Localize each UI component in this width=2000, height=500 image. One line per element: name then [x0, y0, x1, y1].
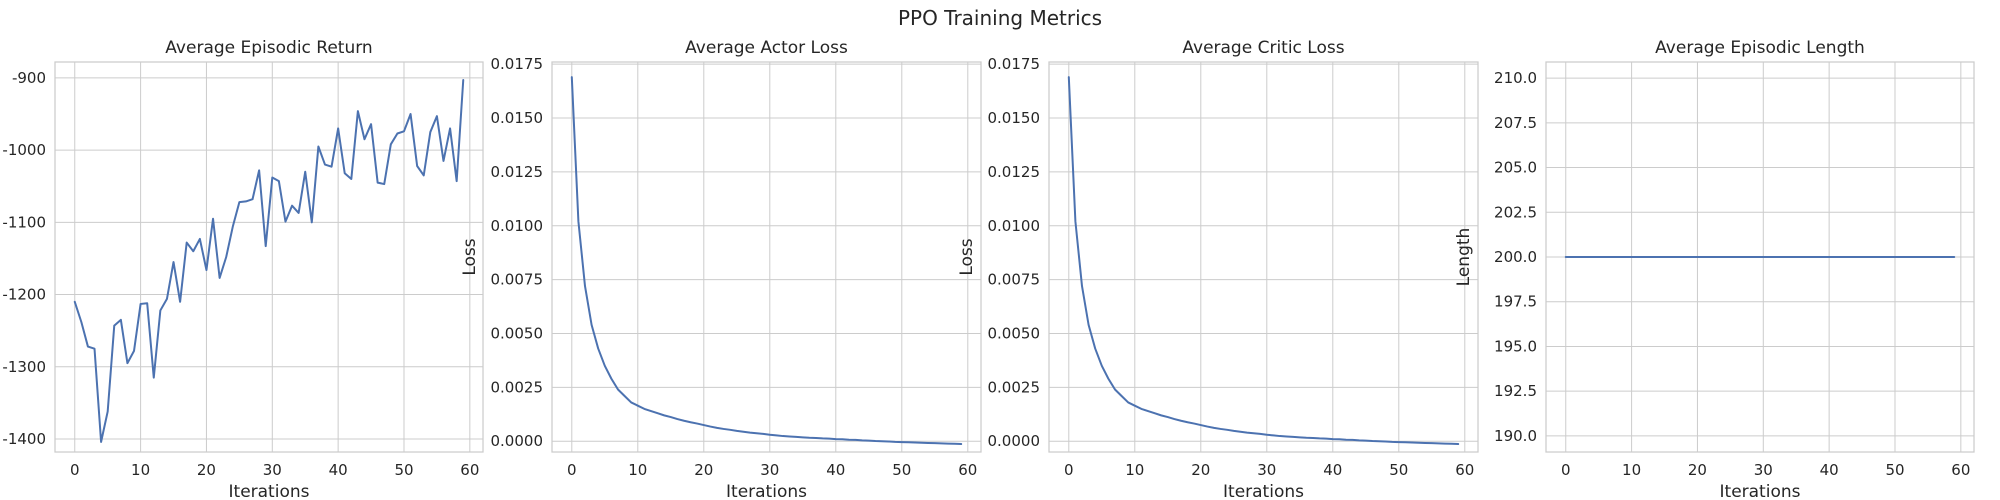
y-tick-label: 0.0125: [988, 163, 1041, 181]
y-tick-label: 0.0025: [988, 378, 1041, 396]
y-tick-label: 195.0: [1494, 337, 1537, 355]
y-tick-label: 0.0075: [491, 271, 544, 289]
series-line-return: [73, 79, 465, 443]
chart-title: Average Episodic Length: [1655, 38, 1865, 58]
x-tick-label: 10: [628, 461, 647, 479]
figure-title: PPO Training Metrics: [898, 6, 1102, 30]
axes-frame: [1545, 61, 1975, 453]
y-tick-label: 197.5: [1494, 293, 1537, 311]
x-tick-label: 10: [131, 461, 150, 479]
x-tick-label: 60: [1455, 461, 1474, 479]
y-tick-label: -1000: [2, 141, 46, 159]
y-axis-label: Loss: [460, 238, 480, 275]
x-tick-label: 30: [1257, 461, 1276, 479]
x-tick-label: 0: [1064, 461, 1074, 479]
x-tick-label: 50: [892, 461, 911, 479]
x-tick-label: 0: [70, 461, 80, 479]
y-tick-label: -1100: [2, 213, 46, 231]
x-tick-label: 20: [197, 461, 216, 479]
y-tick-label: 0.0150: [988, 109, 1041, 127]
y-tick-label: 205.0: [1494, 159, 1537, 177]
y-tick-label: 190.0: [1494, 427, 1537, 445]
y-tick-label: 0.0150: [491, 109, 544, 127]
x-axis-label: Iterations: [229, 482, 310, 500]
chart-return: 0 10 20 30 40 50 60 -1400 -1300 -1200 -1100 -1000 -9…: [2, 38, 484, 500]
x-tick-label: 50: [1389, 461, 1408, 479]
x-tick-label: 10: [1622, 461, 1641, 479]
x-tick-label: 40: [1820, 461, 1839, 479]
x-tick-label: 0: [1561, 461, 1571, 479]
chart-panels: 0 10 20 30 40 50 60 -1400 -1300 -1200 -1100 -1000 -9…: [2, 38, 1975, 500]
x-tick-label: 30: [760, 461, 779, 479]
series-line-actor-loss: [570, 76, 963, 446]
y-tick-label: 0.0175: [491, 55, 544, 73]
y-tick-label: 0.0075: [988, 271, 1041, 289]
y-tick-label: 0.0175: [988, 55, 1041, 73]
y-tick-label: 0.0050: [491, 324, 544, 342]
y-tick-label: 200.0: [1494, 248, 1537, 266]
y-tick-label: -1400: [2, 430, 46, 448]
x-tick-label: 40: [329, 461, 348, 479]
x-tick-label: 20: [1191, 461, 1210, 479]
y-tick-label: 210.0: [1494, 69, 1537, 87]
chart-title: Average Actor Loss: [685, 38, 848, 58]
y-tick-label: 192.5: [1494, 382, 1537, 400]
y-axis-label: Loss: [957, 238, 977, 275]
x-tick-label: 30: [263, 461, 282, 479]
axes-frame: [1048, 61, 1479, 453]
x-tick-label: 60: [958, 461, 977, 479]
x-tick-label: 0: [567, 461, 577, 479]
y-tick-label: 0.0025: [491, 378, 544, 396]
x-axis-label: Iterations: [1223, 482, 1304, 500]
x-tick-label: 10: [1125, 461, 1144, 479]
x-tick-label: 20: [1688, 461, 1707, 479]
y-tick-label: 207.5: [1494, 114, 1537, 132]
series-line-critic-loss: [1067, 76, 1460, 446]
axes-frame: [551, 61, 982, 453]
x-tick-label: 60: [460, 461, 479, 479]
x-axis-label: Iterations: [1720, 482, 1801, 500]
y-tick-label: 0.0050: [988, 324, 1041, 342]
x-tick-label: 50: [394, 461, 413, 479]
y-tick-label: 0.0000: [491, 432, 544, 450]
y-tick-label: 0.0100: [988, 217, 1041, 235]
x-tick-label: 40: [826, 461, 845, 479]
axes-frame: [54, 61, 484, 453]
x-axis-label: Iterations: [726, 482, 807, 500]
x-tick-label: 60: [1951, 461, 1970, 479]
chart-critic-loss: 0 10 20 30 40 50 60 0.0000 0.0025 0.0050 0.0075 0.0…: [957, 38, 1479, 500]
x-tick-label: 40: [1323, 461, 1342, 479]
chart-title: Average Critic Loss: [1182, 38, 1344, 58]
x-tick-label: 50: [1885, 461, 1904, 479]
x-tick-label: 30: [1754, 461, 1773, 479]
y-axis-label: Length: [1454, 228, 1474, 287]
x-tick-label: 20: [694, 461, 713, 479]
chart-length: 0 10 20 30 40 50 60 190.0 192.5 195.0 197.5 200.0 20…: [1454, 38, 1975, 500]
y-tick-label: -1300: [2, 358, 46, 376]
y-tick-label: 0.0000: [988, 432, 1041, 450]
y-tick-label: -900: [12, 69, 46, 87]
chart-actor-loss: 0 10 20 30 40 50 60 0.0000 0.0025 0.0050 0.0075 0.0…: [460, 38, 982, 500]
y-tick-label: -1200: [2, 286, 46, 304]
y-tick-label: 202.5: [1494, 203, 1537, 221]
y-tick-label: 0.0100: [491, 217, 544, 235]
chart-title: Average Episodic Return: [165, 38, 372, 58]
y-tick-label: 0.0125: [491, 163, 544, 181]
